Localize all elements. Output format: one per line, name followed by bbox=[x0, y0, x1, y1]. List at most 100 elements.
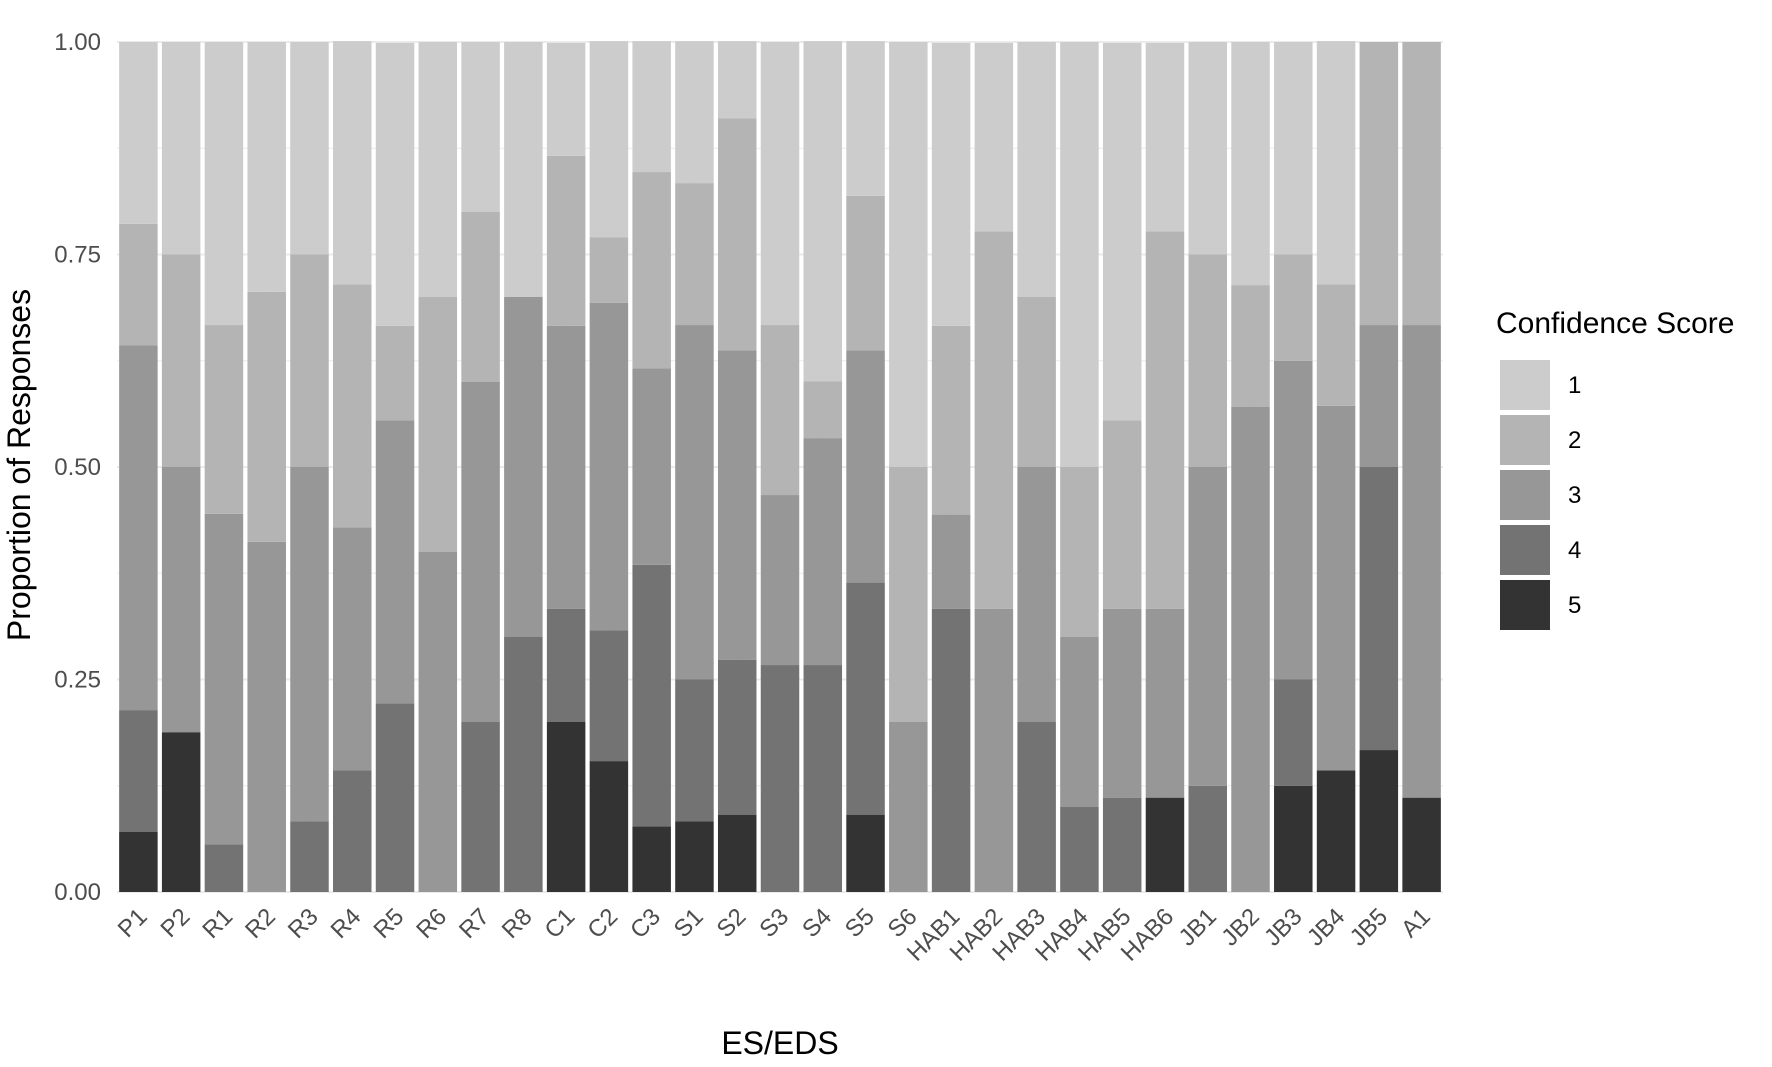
bar-segment-C2-score-2 bbox=[589, 237, 629, 303]
x-tick-label: JB1 bbox=[1174, 903, 1222, 951]
bar-segment-C3-score-4 bbox=[632, 564, 671, 827]
bar-segment-A1-score-3 bbox=[1402, 325, 1441, 798]
bar-segment-R2-score-1 bbox=[247, 42, 286, 292]
x-axis-ticks: P1 P2 R1 R2 R3 R4 R5 R6 R7 R8 C1 C2 C3 S1 S2 S3 S4 S5 S6HA… bbox=[113, 903, 1436, 966]
bar-segment-HAB1-score-2 bbox=[931, 325, 971, 515]
bar-segment-R1-score-1 bbox=[204, 42, 244, 326]
bar-segment-S6-score-2 bbox=[889, 467, 928, 722]
bar-segment-S2-score-4 bbox=[717, 659, 757, 815]
legend-label-5: 5 bbox=[1568, 592, 1581, 619]
bar-segment-JB3-score-4 bbox=[1274, 679, 1313, 786]
bar-segment-R6-score-2 bbox=[418, 297, 458, 552]
legend-label-1: 1 bbox=[1568, 372, 1581, 399]
bar-segment-P2-score-3 bbox=[161, 467, 201, 733]
bar-segment-R3-score-2 bbox=[290, 254, 329, 467]
bar-segment-R8-score-3 bbox=[504, 297, 543, 637]
y-tick-label: 1.00 bbox=[54, 29, 101, 56]
bar-segment-S3-score-4 bbox=[760, 665, 800, 892]
legend-label-4: 4 bbox=[1568, 537, 1581, 564]
x-tick-label: R8 bbox=[497, 903, 538, 944]
bar-segment-S3-score-1 bbox=[760, 42, 800, 326]
bar-segment-P1-score-4 bbox=[119, 710, 158, 832]
bar-segment-S3-score-2 bbox=[760, 325, 800, 496]
bar-segment-JB3-score-5 bbox=[1274, 785, 1313, 892]
x-tick-label: R5 bbox=[368, 903, 409, 944]
bar-segment-JB1-score-1 bbox=[1188, 42, 1227, 255]
bar-segment-S6-score-3 bbox=[889, 722, 928, 892]
bar-segment-S5-score-2 bbox=[846, 195, 885, 351]
bar-segment-HAB3-score-3 bbox=[1017, 467, 1056, 722]
bar-segment-HAB3-score-4 bbox=[1017, 722, 1056, 892]
legend-swatch-5 bbox=[1500, 580, 1550, 630]
y-tick-label: 0.00 bbox=[54, 879, 101, 906]
bar-segment-R8-score-1 bbox=[504, 42, 543, 297]
x-tick-label: C1 bbox=[540, 903, 581, 944]
bar-segment-S1-score-1 bbox=[675, 41, 714, 184]
bar-segment-C2-score-3 bbox=[589, 302, 629, 631]
bar-segment-HAB6-score-3 bbox=[1145, 608, 1185, 798]
bar-segment-C3-score-5 bbox=[632, 826, 671, 892]
bar-segment-R4-score-2 bbox=[333, 284, 372, 528]
bar-segment-R1-score-4 bbox=[204, 844, 244, 892]
bar-segment-JB4-score-5 bbox=[1316, 770, 1356, 892]
bar-segment-R6-score-1 bbox=[418, 42, 458, 297]
bar-segment-S1-score-3 bbox=[675, 325, 714, 680]
x-tick-label: P2 bbox=[156, 903, 196, 943]
y-tick-label: 0.75 bbox=[54, 242, 101, 269]
bar-segment-R3-score-3 bbox=[290, 467, 329, 822]
x-tick-label: S4 bbox=[797, 903, 837, 943]
bar-segment-HAB4-score-3 bbox=[1060, 637, 1099, 807]
bar-segment-JB4-score-3 bbox=[1316, 405, 1356, 771]
bar-segment-R4-score-3 bbox=[333, 527, 372, 771]
bar-segment-JB1-score-2 bbox=[1188, 254, 1227, 467]
y-axis-ticks: 0.00 0.25 0.50 0.75 1.00 bbox=[54, 29, 101, 906]
x-tick-label: JB3 bbox=[1259, 903, 1307, 951]
bar-segment-HAB4-score-2 bbox=[1060, 467, 1099, 637]
bar-segment-P1-score-5 bbox=[119, 831, 158, 892]
bar-segment-R7-score-1 bbox=[461, 42, 500, 212]
y-axis-title: Proportion of Responses bbox=[1, 289, 37, 641]
bar-segment-S2-score-1 bbox=[717, 41, 757, 119]
bar-segment-JB1-score-4 bbox=[1188, 785, 1227, 892]
bar-segment-P2-score-2 bbox=[161, 254, 201, 467]
bar-segment-HAB5-score-4 bbox=[1102, 797, 1142, 892]
bar-segment-JB2-score-2 bbox=[1231, 285, 1270, 407]
bar-segment-R6-score-3 bbox=[418, 552, 458, 892]
bar-segment-JB5-score-3 bbox=[1359, 325, 1399, 467]
bar-segment-R5-score-4 bbox=[375, 703, 415, 892]
bar-segment-S2-score-5 bbox=[717, 814, 757, 892]
bar-segment-C2-score-1 bbox=[589, 41, 629, 238]
bar-segment-R8-score-4 bbox=[504, 637, 543, 892]
x-tick-label: R6 bbox=[411, 903, 452, 944]
bar-segment-S1-score-4 bbox=[675, 679, 714, 822]
x-tick-label: P1 bbox=[113, 903, 153, 943]
bar-segment-HAB5-score-3 bbox=[1102, 608, 1142, 798]
bar-segment-HAB6-score-2 bbox=[1145, 231, 1185, 609]
bar-segment-R5-score-3 bbox=[375, 420, 415, 704]
bar-segment-JB4-score-2 bbox=[1316, 284, 1356, 406]
bar-segment-R7-score-4 bbox=[461, 722, 500, 892]
bar-segment-R3-score-4 bbox=[290, 821, 329, 892]
bar-segment-R7-score-3 bbox=[461, 382, 500, 722]
bar-segment-R2-score-2 bbox=[247, 291, 286, 542]
bar-segment-C3-score-1 bbox=[632, 41, 671, 173]
y-tick-label: 0.50 bbox=[54, 454, 101, 481]
bar-segment-JB2-score-1 bbox=[1231, 42, 1270, 286]
x-tick-label: R2 bbox=[240, 903, 281, 944]
bar-segment-HAB3-score-2 bbox=[1017, 297, 1056, 467]
bar-segment-JB3-score-3 bbox=[1274, 360, 1313, 680]
x-axis-title: ES/EDS bbox=[721, 1025, 838, 1061]
x-tick-label: C3 bbox=[625, 903, 666, 944]
bar-segment-S5-score-4 bbox=[846, 582, 885, 815]
bar-segment-C1-score-4 bbox=[546, 608, 586, 722]
bar-segment-HAB1-score-1 bbox=[931, 42, 971, 326]
x-tick-label: S1 bbox=[669, 903, 709, 943]
bar-segment-P1-score-3 bbox=[119, 345, 158, 711]
bar-segment-R1-score-2 bbox=[204, 325, 244, 514]
bar-segment-JB3-score-1 bbox=[1274, 42, 1313, 255]
y-tick-label: 0.25 bbox=[54, 667, 101, 694]
bar-segment-R7-score-2 bbox=[461, 212, 500, 382]
bar-segment-R5-score-2 bbox=[375, 325, 415, 421]
bar-segment-HAB6-score-1 bbox=[1145, 42, 1185, 232]
